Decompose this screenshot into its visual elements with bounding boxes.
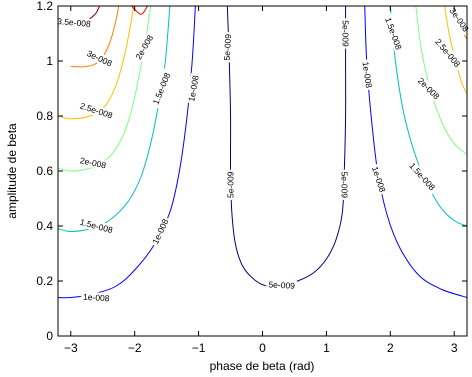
contour-label: 5e-009 xyxy=(226,171,236,198)
contour-line xyxy=(131,6,148,15)
contour-label-bg xyxy=(149,68,174,109)
contour-label-bg xyxy=(75,99,117,122)
contour-label-group: 1e-008 xyxy=(185,72,202,105)
y-tick-label: 0.2 xyxy=(36,274,53,288)
contour-label-bg xyxy=(80,291,112,304)
contour-label-group: 5e-009 xyxy=(225,169,236,200)
contour-label: 1e-008 xyxy=(83,292,110,303)
contour-line xyxy=(70,6,120,68)
y-tick-label: 1 xyxy=(46,54,53,68)
contour-label-group: 5e-009 xyxy=(340,18,351,49)
contour-label: 5e-009 xyxy=(341,20,351,47)
y-tick-label: 0.6 xyxy=(36,164,53,178)
contour-label-bg xyxy=(414,74,443,103)
contour-labels: 5e-009 5e-009 5e-009 5e-009 5e-009 1e-008 1e-0… xyxy=(53,4,472,304)
x-axis-ticks: −3 −2 −1 0 1 2 3 xyxy=(64,6,458,355)
contour-label: 5e-009 xyxy=(222,33,233,60)
contour-label-bg xyxy=(83,47,116,70)
contour-label-bg xyxy=(431,34,465,72)
contour-label-group: 5e-009 xyxy=(339,169,350,200)
x-tick-label: 2 xyxy=(387,341,394,355)
contour-label-group: 3.5e-008 xyxy=(53,15,95,30)
contour-line xyxy=(58,6,134,120)
contour-label: 5e-009 xyxy=(339,172,349,199)
y-tick-label: 0 xyxy=(46,329,53,343)
contour-label-group: 5e-009 xyxy=(221,31,234,63)
y-tick-label: 0.8 xyxy=(36,109,53,123)
contour-label-bg xyxy=(369,163,389,196)
y-axis-ticks: 0 0.2 0.4 0.6 0.8 1 1.2 xyxy=(36,0,467,343)
contour-label-bg xyxy=(225,169,236,200)
x-tick-label: −1 xyxy=(192,341,206,355)
contour-label: 1e-008 xyxy=(186,74,200,102)
contour-label-bg xyxy=(339,169,350,200)
y-tick-label: 1.2 xyxy=(36,0,53,13)
y-tick-label: 0.4 xyxy=(36,219,53,233)
contour-label-bg xyxy=(360,59,375,91)
contour-label-bg xyxy=(132,31,157,63)
contour-label-group: 1e-008 xyxy=(360,59,375,91)
contour-label-bg xyxy=(382,13,405,54)
contour-label-bg xyxy=(405,158,440,195)
x-tick-label: 0 xyxy=(259,341,266,355)
x-tick-label: −2 xyxy=(128,341,142,355)
contour-label-bg xyxy=(185,72,202,105)
x-tick-label: −3 xyxy=(64,341,78,355)
contour-label-bg xyxy=(446,4,472,36)
contour-label-bg xyxy=(149,215,172,248)
contour-label-bg xyxy=(266,279,298,291)
contour-label-bg xyxy=(77,154,109,171)
contour-label: 5e-009 xyxy=(268,279,295,290)
contour-label-bg xyxy=(221,31,234,63)
x-tick-label: 3 xyxy=(451,341,458,355)
contour-label: 1e-008 xyxy=(361,61,375,89)
contour-label-bg xyxy=(75,216,117,236)
x-tick-label: 1 xyxy=(323,341,330,355)
contour-label-bg xyxy=(340,18,351,49)
contour-line xyxy=(415,6,467,155)
contour-label-group: 5e-009 xyxy=(266,279,298,291)
contour-label: 3.5e-008 xyxy=(57,16,92,29)
x-axis-label: phase de beta (rad) xyxy=(210,359,315,373)
y-axis-label: amplitude de beta xyxy=(5,123,19,219)
contour-label-bg xyxy=(53,15,95,30)
contour-label-group: 1e-008 xyxy=(80,291,112,304)
